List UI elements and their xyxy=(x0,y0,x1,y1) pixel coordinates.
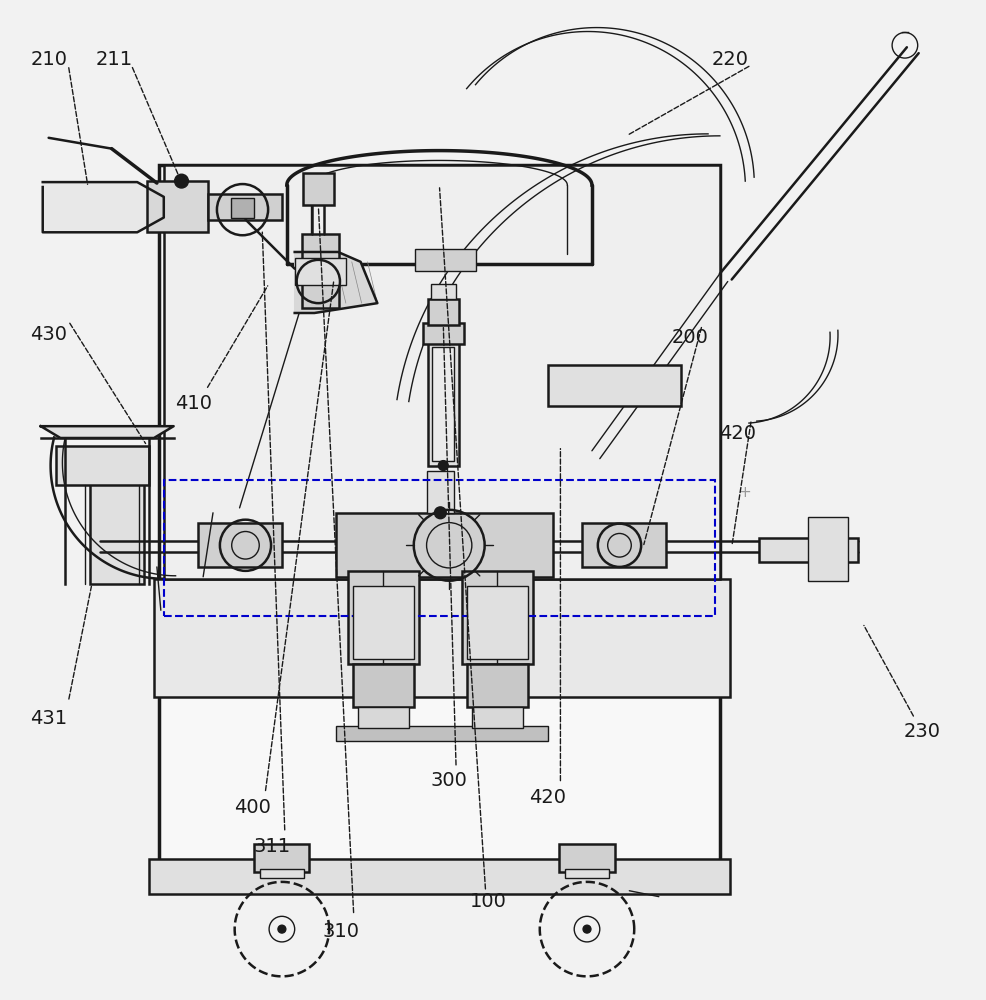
Circle shape xyxy=(278,925,286,933)
Bar xyxy=(303,173,333,205)
Bar xyxy=(427,343,458,466)
Bar xyxy=(302,234,338,308)
Bar xyxy=(260,869,304,878)
Bar xyxy=(154,579,729,697)
Text: 420: 420 xyxy=(528,788,566,807)
Text: 431: 431 xyxy=(30,709,67,728)
Bar xyxy=(335,513,552,577)
Bar xyxy=(357,707,408,728)
Text: 310: 310 xyxy=(322,922,359,941)
Circle shape xyxy=(434,507,446,519)
Bar xyxy=(547,365,679,406)
Bar xyxy=(352,586,413,659)
Text: 430: 430 xyxy=(31,325,67,344)
Bar xyxy=(758,538,857,562)
Polygon shape xyxy=(40,426,174,438)
Bar xyxy=(149,859,729,894)
Bar xyxy=(808,517,847,581)
Bar xyxy=(55,446,149,485)
Text: 211: 211 xyxy=(96,50,133,69)
Polygon shape xyxy=(42,182,164,232)
Bar xyxy=(347,571,418,664)
Bar xyxy=(427,299,458,325)
Text: 311: 311 xyxy=(253,837,290,856)
Bar xyxy=(414,249,475,271)
Bar xyxy=(466,664,528,707)
Bar xyxy=(582,523,666,567)
Bar xyxy=(295,258,345,285)
Text: 420: 420 xyxy=(719,424,755,443)
Text: 200: 200 xyxy=(671,328,708,347)
Polygon shape xyxy=(295,252,377,313)
Bar xyxy=(208,194,282,220)
Text: 410: 410 xyxy=(175,394,212,413)
Bar xyxy=(198,523,282,567)
Bar xyxy=(231,198,254,218)
Bar xyxy=(422,323,463,344)
Circle shape xyxy=(438,461,448,470)
Circle shape xyxy=(583,925,591,933)
Bar xyxy=(147,181,208,232)
Bar xyxy=(565,869,608,878)
Bar xyxy=(432,347,454,461)
Bar xyxy=(466,586,528,659)
Bar xyxy=(164,480,714,616)
Text: 220: 220 xyxy=(711,50,747,69)
Bar xyxy=(461,571,532,664)
Text: 100: 100 xyxy=(469,892,507,911)
Text: 230: 230 xyxy=(902,722,940,741)
Text: +: + xyxy=(738,485,750,500)
Bar xyxy=(471,707,523,728)
Bar xyxy=(426,471,454,513)
Bar xyxy=(430,284,456,299)
Bar xyxy=(335,726,547,741)
Text: 210: 210 xyxy=(31,50,67,69)
Bar xyxy=(352,664,413,707)
Text: 400: 400 xyxy=(234,798,270,817)
Bar xyxy=(254,844,310,872)
Bar xyxy=(90,456,144,584)
Bar xyxy=(164,165,719,579)
Bar xyxy=(159,165,719,874)
Circle shape xyxy=(175,174,188,188)
Text: 300: 300 xyxy=(430,771,467,790)
Bar xyxy=(559,844,614,872)
